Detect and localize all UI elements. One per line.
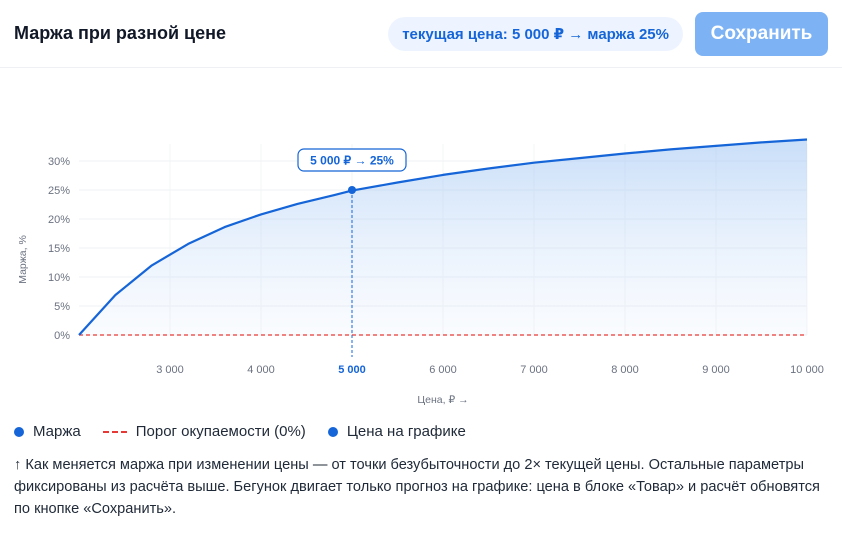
x-tick-label: 5 000 bbox=[338, 364, 366, 376]
card-title: Маржа при разной цене bbox=[14, 23, 226, 43]
marker-label-box bbox=[297, 148, 407, 172]
chart-price-dot-icon bbox=[327, 426, 338, 437]
y-tick-label: 0% bbox=[54, 330, 70, 342]
x-tick-label: 4 000 bbox=[247, 364, 275, 376]
y-axis-label: Маржа, % bbox=[17, 235, 29, 284]
y-tick-label: 30% bbox=[48, 156, 70, 168]
marker-label: 5 000 ₽ → 25% bbox=[310, 154, 394, 168]
y-tick-label: 15% bbox=[48, 243, 70, 255]
x-tick-label: 9 000 bbox=[702, 364, 730, 376]
header-actions: текущая цена: 5 000 ₽ → маржа 25% Сохран… bbox=[388, 11, 828, 56]
chart-area: 0% 5% 10% 15% 20% 25% 30% 3 000 4 000 5 000 6 000 7… bbox=[0, 68, 842, 413]
legend-label: Порог окупаемости (0%) bbox=[135, 423, 306, 440]
x-tick-label: 7 000 bbox=[520, 364, 548, 376]
card-header: Маржа при разной цене текущая цена: 5 00… bbox=[0, 0, 842, 68]
y-tick-label: 25% bbox=[48, 185, 70, 197]
y-tick-label: 10% bbox=[48, 272, 70, 284]
legend-item-margin: Маржа bbox=[14, 423, 81, 440]
x-tick-label: 10 000 bbox=[790, 364, 824, 376]
y-tick-label: 20% bbox=[48, 214, 70, 226]
margin-line bbox=[78, 138, 808, 336]
legend-label: Маржа bbox=[33, 423, 81, 440]
x-tick-label: 8 000 bbox=[611, 364, 639, 376]
x-tick-label: 6 000 bbox=[429, 364, 457, 376]
chart-legend: Маржа Порог окупаемости (0%) Цена на гра… bbox=[14, 423, 488, 440]
x-axis-label: Цена, ₽ → bbox=[417, 394, 468, 406]
margin-area bbox=[79, 139, 807, 335]
legend-item-chart-price: Цена на графике bbox=[327, 423, 466, 440]
legend-label: Цена на графике bbox=[346, 423, 466, 440]
margin-chart: 0% 5% 10% 15% 20% 25% 30% 3 000 4 000 5 000 6 000 7… bbox=[17, 138, 824, 406]
current-price-pill: текущая цена: 5 000 ₽ → маржа 25% bbox=[388, 16, 683, 51]
x-tick-label: 3 000 bbox=[156, 364, 184, 376]
margin-dot-icon bbox=[14, 426, 24, 437]
marker-point bbox=[348, 186, 356, 194]
chart-explanation: ↑ Как меняется маржа при изменении цены … bbox=[14, 457, 820, 517]
save-button[interactable]: Сохранить bbox=[695, 11, 828, 56]
breakeven-dash-icon bbox=[102, 430, 127, 433]
legend-item-breakeven: Порог окупаемости (0%) bbox=[102, 423, 306, 440]
y-tick-label: 5% bbox=[54, 301, 70, 313]
